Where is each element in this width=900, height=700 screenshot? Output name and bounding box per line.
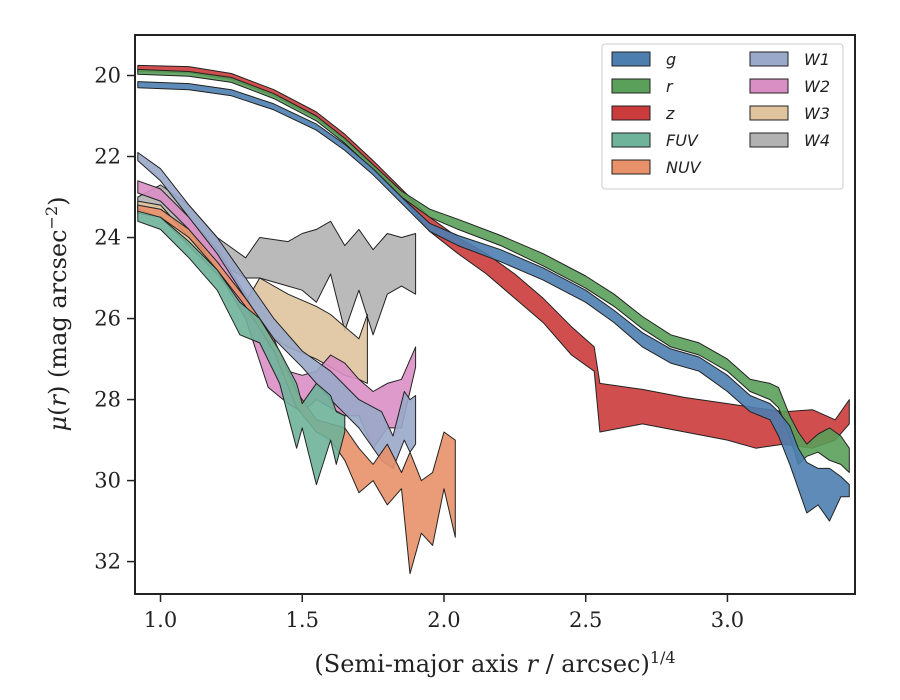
x-axis-label: (Semi-major axis r / arcsec)1/4	[314, 648, 675, 678]
legend-label-w2: W2	[804, 77, 830, 96]
x-tick-label: 1.5	[286, 608, 319, 632]
x-tick-label: 1.0	[144, 608, 177, 632]
legend-label-g: g	[666, 50, 676, 69]
legend-swatch-w4	[749, 132, 789, 148]
series-area-r	[137, 68, 850, 473]
legend-swatch-nuv	[611, 159, 651, 175]
x-tick-label: 2.0	[427, 608, 460, 632]
y-tick-label: 30	[94, 469, 121, 493]
legend-label-w1: W1	[804, 50, 830, 69]
y-tick-label: 22	[94, 145, 121, 169]
series-areas	[137, 64, 850, 575]
legend-label-r: r	[666, 77, 674, 96]
legend-label-w3: W3	[804, 104, 830, 123]
legend-label-fuv: FUV	[666, 131, 699, 150]
legend-swatch-r	[611, 78, 651, 94]
y-axis-ticks: 20 22 24 26 28 30 32	[94, 64, 135, 574]
legend-swatch-w2	[749, 78, 789, 94]
y-tick-label: 28	[94, 388, 121, 412]
legend-swatch-w3	[749, 105, 789, 121]
x-tick-label: 2.5	[569, 608, 602, 632]
legend-label-w4: W4	[804, 131, 830, 150]
legend-swatch-w1	[749, 51, 789, 67]
legend-swatch-g	[611, 51, 651, 67]
y-tick-label: 24	[94, 226, 121, 250]
series-area-g	[137, 81, 850, 522]
y-axis-label: μ(r) (mag arcsec−2)	[42, 196, 72, 431]
x-axis-ticks: 1.0 1.5 2.0 2.5 3.0	[144, 594, 744, 632]
x-tick-label: 3.0	[711, 608, 744, 632]
legend-swatch-fuv	[611, 132, 651, 148]
legend-swatch-z	[611, 105, 651, 121]
legend-label-nuv: NUV	[666, 158, 702, 177]
legend-label-z: z	[665, 104, 675, 123]
series-area-w1	[137, 152, 417, 469]
legend: grz FUV NUV W1 W2 W3 W4	[601, 43, 844, 190]
y-tick-label: 32	[94, 550, 121, 574]
series-area-w4	[137, 184, 417, 336]
y-tick-label: 20	[94, 64, 121, 88]
series-area-fuv	[137, 210, 346, 486]
y-tick-label: 26	[94, 307, 121, 331]
plot-frame	[134, 34, 856, 595]
